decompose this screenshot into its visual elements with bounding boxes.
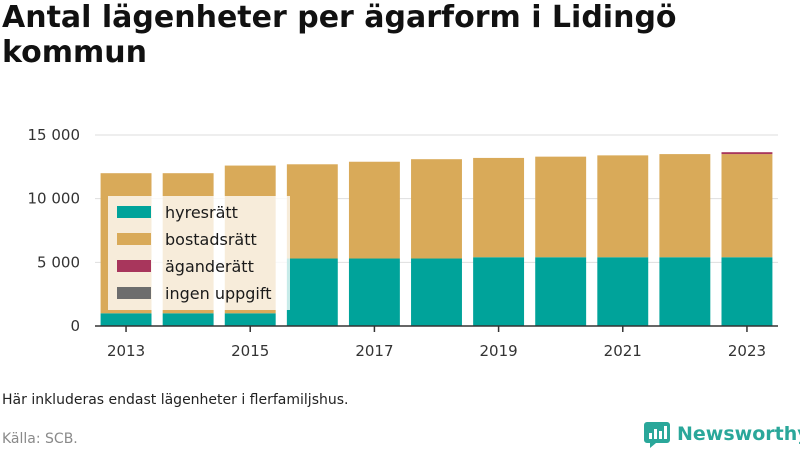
x-tick-label: 2019 bbox=[479, 342, 517, 360]
brand-logo[interactable]: Newsworthy bbox=[644, 420, 800, 448]
y-tick-label: 0 bbox=[70, 317, 80, 335]
bar-segment bbox=[100, 313, 152, 326]
x-tick-label: 2015 bbox=[231, 342, 269, 360]
bar-segment bbox=[535, 257, 587, 326]
legend-label: äganderätt bbox=[165, 257, 254, 276]
bar-segment bbox=[286, 164, 338, 259]
bar-segment bbox=[473, 257, 525, 326]
newsworthy-logo-icon bbox=[644, 422, 670, 448]
bar-segment bbox=[659, 154, 711, 258]
y-tick-label: 5 000 bbox=[37, 253, 80, 271]
bar-segment bbox=[535, 156, 587, 258]
bar-segment bbox=[348, 161, 400, 259]
legend-label: ingen uppgift bbox=[165, 284, 272, 303]
x-tick-label: 2017 bbox=[355, 342, 393, 360]
x-tick-label: 2023 bbox=[728, 342, 766, 360]
bar-segment bbox=[162, 313, 214, 326]
bar-segment bbox=[286, 258, 338, 326]
bar-segment bbox=[721, 257, 773, 326]
bar-segment bbox=[659, 257, 711, 326]
x-tick-label: 2013 bbox=[107, 342, 145, 360]
x-tick-label: 2021 bbox=[604, 342, 642, 360]
bar-segment bbox=[224, 313, 276, 326]
bar-segment bbox=[597, 257, 649, 326]
chart-title: Antal lägenheter per ägarform i Lidingö … bbox=[2, 0, 677, 70]
legend-swatch bbox=[117, 233, 151, 245]
brand-name: Newsworthy bbox=[677, 423, 800, 445]
y-tick-label: 10 000 bbox=[28, 190, 81, 208]
bar-segment bbox=[348, 258, 400, 326]
bar-segment bbox=[411, 258, 462, 326]
legend-swatch bbox=[117, 260, 151, 272]
bar-segment bbox=[597, 155, 649, 258]
bar-segment bbox=[411, 159, 462, 259]
legend-swatch bbox=[117, 287, 151, 299]
source-text: Källa: SCB. bbox=[2, 431, 78, 447]
legend: hyresrätt bostadsrätt äganderätt ingen uppg… bbox=[117, 203, 272, 303]
axes: 0 5 000 10 000 15 000 2013 2015 2017 2019 2021 20… bbox=[28, 126, 778, 360]
bar-segment bbox=[721, 152, 773, 155]
bar-segment bbox=[721, 154, 773, 258]
footnote: Här inkluderas endast lägenheter i flerf… bbox=[2, 392, 349, 408]
stacked-bar-chart: 0 5 000 10 000 15 000 2013 2015 2017 2019 2021 20… bbox=[28, 126, 778, 360]
legend-label: hyresrätt bbox=[165, 203, 238, 222]
legend-swatch bbox=[117, 206, 151, 218]
legend-label: bostadsrätt bbox=[165, 230, 257, 249]
y-tick-label: 15 000 bbox=[28, 126, 81, 144]
bar-segment bbox=[473, 157, 525, 258]
